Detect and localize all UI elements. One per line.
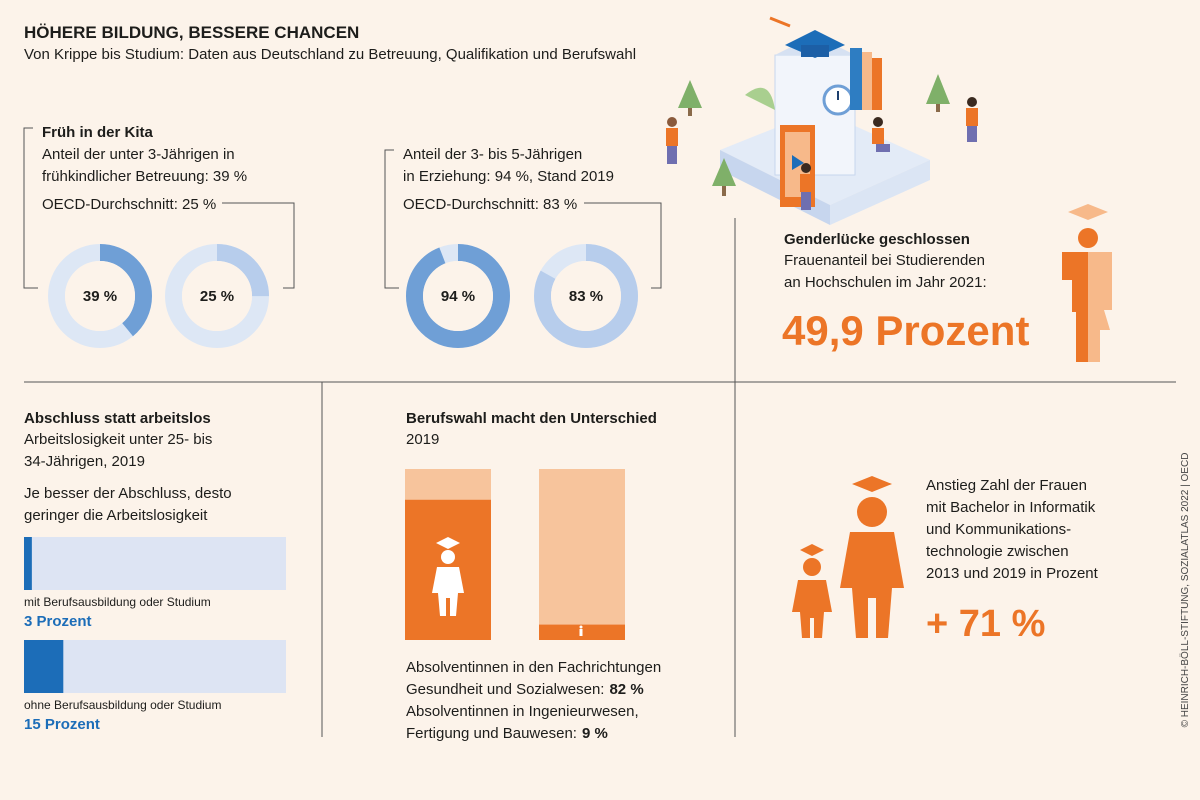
highlight-number: + 71 % <box>926 603 1045 645</box>
person-icon <box>432 537 464 616</box>
layout-rules <box>23 127 1176 737</box>
credit: © HEINRICH-BÖLL-STIFTUNG, SOZIALATLAS 20… <box>1179 453 1191 728</box>
bar-value-label: 9 % <box>582 725 608 742</box>
section-text: in Erziehung: 94 %, Stand 2019 <box>403 168 614 185</box>
donut-label: 83 % <box>569 288 603 305</box>
section-title: Früh in der Kita <box>42 124 153 141</box>
donut-label: 39 % <box>83 288 117 305</box>
page-title: HÖHERE BILDUNG, BESSERE CHANCEN <box>24 23 359 42</box>
page-subtitle: Von Krippe bis Studium: Daten aus Deutsc… <box>24 46 636 63</box>
section-text: Anteil der 3- bis 5-Jährigen <box>403 146 582 163</box>
section-text: frühkindlicher Betreuung: 39 % <box>42 168 247 185</box>
donut-arc <box>406 244 510 348</box>
bar-name: ohne Berufsausbildung oder Studium <box>24 698 221 712</box>
section-text: 34-Jährigen, 2019 <box>24 453 145 470</box>
section-text: Frauenanteil bei Studierenden <box>784 252 985 269</box>
bar <box>24 640 64 693</box>
bar <box>24 537 32 590</box>
bar-description: Absolventinnen in den Fachrichtungen <box>406 659 661 676</box>
bar-description: Absolventinnen in Ingenieurwesen, <box>406 703 639 720</box>
donut-center <box>423 261 493 331</box>
bar-value-label: 3 Prozent <box>24 613 92 630</box>
section-text: mit Bachelor in Informatik <box>926 499 1096 516</box>
donut-arc <box>534 244 638 348</box>
section-text: 2019 <box>406 431 439 448</box>
section-text: Anteil der unter 3-Jährigen in <box>42 146 235 163</box>
donut-center <box>65 261 135 331</box>
section-text: Arbeitslosigkeit unter 25- bis <box>24 431 212 448</box>
section-text: geringer die Arbeitslosigkeit <box>24 507 208 524</box>
section-text: und Kommunikations- <box>926 521 1071 538</box>
bracket <box>584 202 662 289</box>
section-title: Berufswahl macht den Unterschied <box>406 410 657 427</box>
icon-part <box>579 629 583 636</box>
illustration <box>666 16 978 225</box>
bar-name: mit Berufsausbildung oder Studium <box>24 595 211 609</box>
bar-track <box>24 640 286 693</box>
icon-part <box>579 625 583 629</box>
bar-value-label: 82 % <box>609 681 643 698</box>
person-icon <box>579 625 583 636</box>
bar-track <box>539 469 625 640</box>
section-text: OECD-Durchschnitt: 83 % <box>403 196 577 213</box>
donut-arc <box>165 244 269 348</box>
section-title: Abschluss statt arbeitslos <box>24 410 211 427</box>
section-text: 2013 und 2019 in Prozent <box>926 565 1099 582</box>
section-text: technologie zwischen <box>926 543 1069 560</box>
icon-part <box>436 537 460 549</box>
section-title: Genderlücke geschlossen <box>784 231 970 248</box>
bar-track <box>24 537 286 590</box>
donut-label: 94 % <box>441 288 475 305</box>
section-text: Je besser der Abschluss, desto <box>24 485 232 502</box>
icon-part <box>441 550 455 564</box>
section-text: Anstieg Zahl der Frauen <box>926 477 1087 494</box>
highlight-number: 49,9 Prozent <box>782 307 1029 354</box>
icon-part <box>432 567 464 616</box>
donut-center <box>551 261 621 331</box>
bar-description: Gesundheit und Sozialwesen: <box>406 681 604 698</box>
bracket <box>384 149 399 289</box>
gender-figure <box>1062 204 1112 362</box>
section-text: OECD-Durchschnitt: 25 % <box>42 196 216 213</box>
bar-description: Fertigung und Bauwesen: <box>406 725 577 742</box>
bracket <box>222 202 295 289</box>
donut-arc <box>48 244 152 348</box>
women-figures <box>792 476 904 638</box>
donut-center <box>182 261 252 331</box>
section-text: an Hochschulen im Jahr 2021: <box>784 274 987 291</box>
bracket <box>23 127 38 289</box>
donut-label: 25 % <box>200 288 234 305</box>
bar-value-label: 15 Prozent <box>24 716 100 733</box>
